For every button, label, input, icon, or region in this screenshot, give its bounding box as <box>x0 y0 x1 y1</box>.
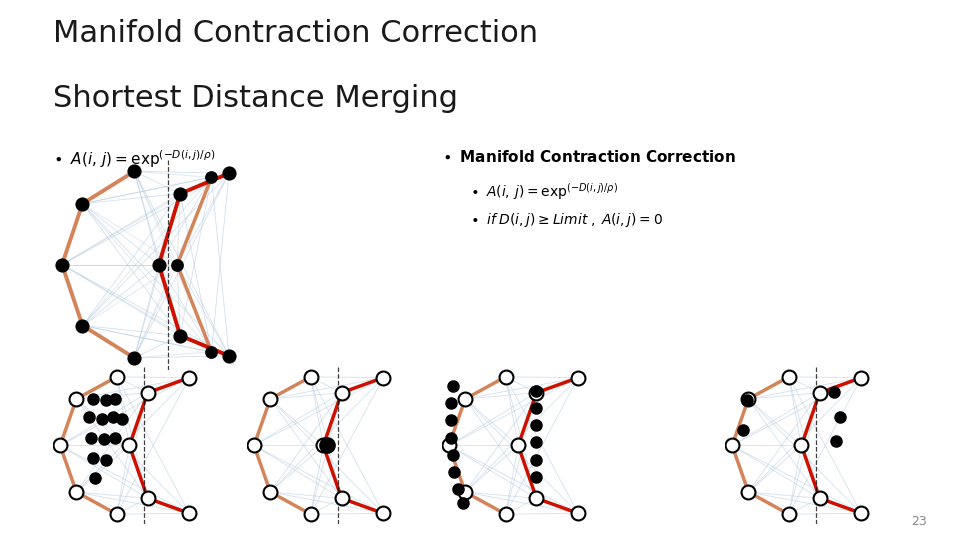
Text: $\bullet\;\; if\; D(i,j) \geq Limit\;,\; A(i,j) = 0$: $\bullet\;\; if\; D(i,j) \geq Limit\;,\;… <box>470 211 663 228</box>
Text: $\bullet\;\; A(i,\,j) = \mathrm{exp}^{(-D(i,j)/\rho)}$: $\bullet\;\; A(i,\,j) = \mathrm{exp}^{(-… <box>470 181 618 202</box>
Text: $\bullet\;\; A(i,\,j) = \mathrm{exp}^{(-D(i,j)/\rho)}$: $\bullet\;\; A(i,\,j) = \mathrm{exp}^{(-… <box>53 148 215 170</box>
Text: Shortest Distance Merging: Shortest Distance Merging <box>53 84 458 113</box>
Text: Manifold Contraction Correction: Manifold Contraction Correction <box>53 19 538 48</box>
Text: 23: 23 <box>911 515 926 528</box>
Text: $\bullet\;\;$$\mathbf{Manifold\ Contraction\ Correction}$: $\bullet\;\;$$\mathbf{Manifold\ Contract… <box>442 148 735 165</box>
